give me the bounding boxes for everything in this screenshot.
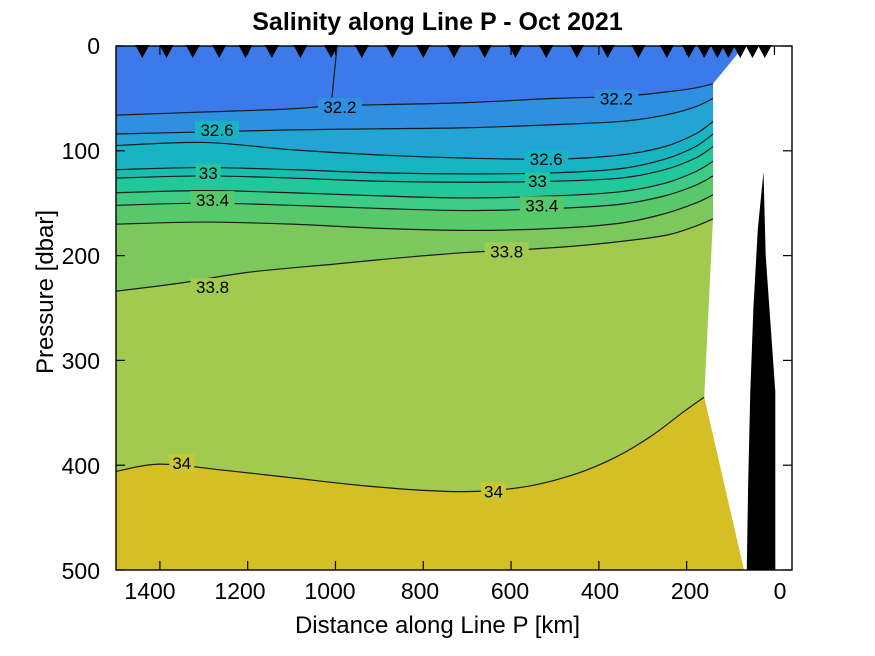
station-marker-7	[324, 45, 339, 58]
contour-line-32.6	[116, 120, 714, 160]
contour-lines	[116, 46, 714, 493]
contour-label-bg	[594, 89, 639, 108]
station-marker-0	[135, 45, 150, 58]
contour-label-bg	[190, 278, 235, 296]
y-tick-label-500: 500	[61, 558, 100, 584]
station-marker-24	[745, 45, 760, 58]
bathymetry-wedge	[745, 171, 776, 570]
chart-title: Salinity along Line P - Oct 2021	[252, 8, 623, 36]
contour-band-7	[116, 175, 713, 231]
y-tick-label-0: 0	[87, 33, 100, 59]
station-marker-16	[600, 45, 615, 58]
station-marker-21	[710, 45, 725, 58]
contour-label-32.2-0: 32.2	[323, 98, 356, 117]
station-marker-20	[697, 45, 712, 58]
station-markers	[135, 45, 772, 58]
station-marker-3	[212, 45, 227, 58]
station-marker-23	[733, 45, 748, 58]
contour-label-bg	[519, 196, 564, 215]
y-tick-label-300: 300	[61, 348, 100, 374]
x-tick-label-1400: 1400	[124, 578, 176, 604]
x-axis-label: Distance along Line P [km]	[294, 612, 581, 639]
contour-label-bg	[524, 172, 550, 191]
contour-label-bg	[524, 150, 569, 169]
contour-line-33.2	[116, 160, 714, 199]
axes-box	[115, 45, 793, 571]
x-tick-label-800: 800	[400, 578, 440, 604]
contour-line-33.6	[116, 194, 714, 232]
contour-band-9	[116, 218, 713, 492]
station-marker-25	[757, 45, 772, 58]
contour-outcrop-32.2	[330, 46, 338, 106]
contour-label-33.4-7: 33.4	[525, 196, 558, 215]
contour-label-33.8-8: 33.8	[196, 278, 229, 297]
station-marker-18	[659, 45, 674, 58]
contour-line-32.2	[116, 83, 714, 116]
contour-label-bg	[169, 454, 195, 473]
contour-label-bg	[317, 97, 362, 116]
x-tick-label-600: 600	[490, 578, 530, 604]
contour-band-4	[116, 134, 713, 183]
station-marker-1	[159, 45, 174, 58]
station-marker-12	[477, 45, 492, 58]
contour-label-33-4: 33	[199, 164, 218, 183]
contour-line-33.8	[116, 218, 714, 292]
contour-band-10	[116, 397, 744, 570]
station-marker-2	[185, 45, 200, 58]
contour-label-33-5: 33	[528, 172, 547, 191]
x-tick-label-0: 0	[773, 578, 787, 604]
contour-label-bg	[481, 482, 506, 501]
station-marker-19	[681, 45, 696, 58]
contour-line-33.4	[116, 175, 714, 212]
x-tick-label-200: 200	[670, 578, 710, 604]
station-marker-8	[354, 45, 369, 58]
contour-label-bg	[195, 120, 239, 139]
x-tick-label-1200: 1200	[214, 578, 266, 604]
station-marker-15	[569, 45, 584, 58]
station-marker-13	[508, 45, 523, 58]
x-tick-label-400: 400	[580, 578, 620, 604]
y-tick-label-200: 200	[61, 243, 100, 269]
station-marker-22	[721, 45, 736, 58]
contour-label-32.6-3: 32.6	[530, 150, 563, 169]
contour-band-5	[116, 146, 713, 198]
contour-line-32.8	[116, 133, 714, 175]
station-marker-11	[447, 45, 461, 58]
station-marker-5	[264, 45, 279, 58]
y-tick-label-400: 400	[61, 453, 100, 479]
contour-band-0	[116, 46, 744, 116]
contour-label-bg	[484, 242, 529, 261]
contour-label-bg	[195, 163, 221, 182]
contour-label-34-11: 34	[484, 482, 503, 501]
station-marker-4	[238, 45, 253, 58]
station-marker-17	[631, 45, 646, 58]
contour-label-33.4-6: 33.4	[196, 191, 229, 210]
contour-label-group: 32.2 32.2 32.6 32.6 33 33 33.4 33.4 33.8 33.8 34 34	[169, 89, 639, 501]
station-marker-14	[539, 45, 554, 58]
y-tick-label-100: 100	[61, 138, 100, 164]
bathymetry-land	[745, 171, 776, 570]
contour-label-34-10: 34	[172, 454, 191, 473]
station-marker-6	[293, 45, 308, 58]
contour-band-1	[116, 83, 713, 135]
contour-line-34	[116, 396, 705, 493]
contour-fill-bands	[116, 46, 744, 570]
contour-label-bg	[190, 191, 235, 210]
contour-label-32.6-2: 32.6	[200, 121, 233, 140]
contour-line-33	[116, 146, 714, 183]
axis-ticks	[116, 45, 792, 571]
contour-label-32.2-1: 32.2	[600, 89, 633, 108]
x-tick-label-1000: 1000	[304, 578, 356, 604]
contour-band-8	[116, 194, 713, 292]
contour-label-33.8-9: 33.8	[490, 242, 523, 261]
station-marker-9	[385, 45, 400, 58]
